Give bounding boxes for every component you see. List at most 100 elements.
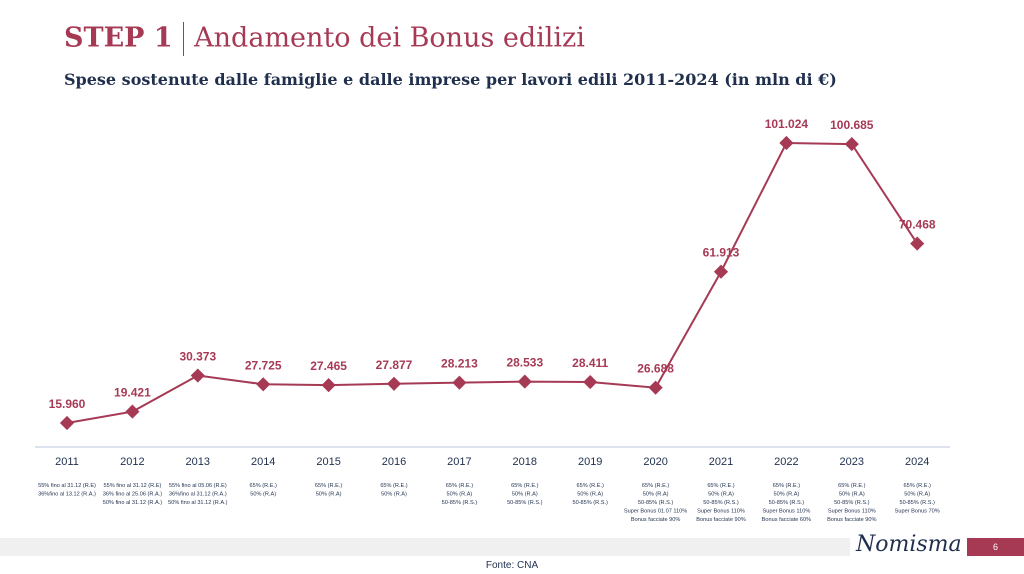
bonus-note: 50-85% (R.S.) [899,500,935,506]
x-tick-label: 2013 [186,456,210,468]
bonus-note: 65% (R.E.) [315,483,342,489]
bonus-note: 65% (R.E.) [446,483,473,489]
data-point [452,375,467,390]
bonus-note: 50% fino al 31.12 (R.A.) [168,500,228,506]
data-point [910,236,925,251]
data-label: 27.877 [376,358,413,372]
x-tick-label: 2019 [578,456,602,468]
chart-subtitle: Spese sostenute dalle famiglie e dalle i… [64,70,837,89]
x-tick-label: 2017 [447,456,471,468]
bonus-note: 65% (R.E.) [707,483,734,489]
data-label: 26.688 [637,362,674,376]
data-label: 101.024 [765,117,809,131]
bonus-note: 50% (R.A) [773,492,799,498]
x-tick-label: 2024 [905,456,929,468]
bonus-note: 65% (R.E.) [642,483,669,489]
bonus-note: 50% (R.A) [643,492,669,498]
bonus-note: 36% fino al 25.06 (R.A.) [103,492,163,498]
bonus-note: 50% (R.A) [316,492,342,498]
data-point [583,374,598,390]
bonus-note: 50-85% (R.S.) [703,500,739,506]
bonus-note: 36%fino al 13.12 (R.A.) [38,492,96,498]
line-chart: 15.960 2011 55% fino al 31.12 (R.E) 36%fino… [35,117,950,523]
x-tick-label: 2020 [643,456,667,468]
bonus-note: Super Bonus 110% [697,509,745,515]
data-label: 15.960 [49,397,86,411]
data-point [648,380,663,395]
bonus-note: 50% fino al 31.12 (R.A.) [103,500,163,506]
bonus-note: 50% (R.A) [839,492,865,498]
bonus-note: 50% (R.A) [904,492,930,498]
source-note: Fonte: CNA [485,560,539,571]
bonus-note: Bonus facciate 90% [827,517,876,523]
bonus-note: 50% (R.A) [446,492,472,498]
data-point [125,404,140,419]
data-point [59,415,75,431]
bonus-note: Bonus facciate 60% [762,517,811,523]
data-label: 70.468 [899,218,936,232]
data-point [256,377,271,392]
bonus-note: 65% (R.E.) [773,483,800,489]
x-tick-label: 2015 [316,456,340,468]
data-point [190,368,205,383]
bonus-note: 50% (R.A) [381,492,407,498]
data-point [517,374,532,389]
data-point [779,135,794,151]
page-title: STEP 1 Andamento dei Bonus edilizi [64,22,585,56]
bonus-note: 36%fino al 31.12 (R.A.) [169,492,227,498]
bonus-note: 50% (R.A) [708,492,734,498]
bonus-note: 50-85% (R.S.) [442,500,478,506]
bonus-note: Bonus facciate 90% [696,517,745,523]
bonus-note: 65% (R.E.) [380,483,407,489]
x-tick-label: 2012 [120,456,144,468]
bonus-note: 50-85% (R.S.) [572,500,608,506]
data-point [844,137,859,152]
bonus-note: Super Bonus 01.07 110% [624,509,687,515]
x-tick-label: 2018 [513,456,537,468]
bonus-note: 50% (R.A) [512,492,538,498]
bonus-note: 65% (R.E.) [904,483,931,489]
bonus-note: 50-85% (R.S.) [638,500,674,506]
bonus-note: Super Bonus 110% [763,509,811,515]
data-label: 30.373 [179,350,216,364]
data-point [713,264,729,279]
x-tick-label: 2016 [382,456,406,468]
title-divider [182,22,185,56]
x-tick-label: 2022 [774,456,798,468]
data-label: 28.213 [441,357,478,371]
data-label: 27.725 [245,358,282,372]
page-number: 6 [967,538,1024,556]
data-label: 28.411 [572,356,608,370]
title-text: Andamento dei Bonus edilizi [194,22,585,54]
bonus-note: 50-85% (R.S.) [507,500,543,506]
bonus-note: Super Bonus 110% [828,509,876,515]
bonus-note: 55% fino al 31.12 (R.E) [38,483,96,489]
bonus-note: 55% fino al 05.06 (R.E) [169,483,227,489]
data-label: 28.533 [506,356,543,370]
bonus-note: Super Bonus 70% [895,509,940,515]
series-line [66,141,919,424]
footer-band [0,538,1024,556]
bonus-note: 50-85% (R.S.) [834,500,870,506]
data-label: 100.685 [830,118,874,132]
bonus-note: 50% (R.A) [577,492,603,498]
data-point [321,378,336,393]
x-tick-label: 2011 [55,456,79,468]
data-label: 27.465 [310,359,347,373]
nomisma-logo: Nomisma [850,532,968,557]
x-tick-label: 2021 [709,456,733,468]
bonus-note: 65% (R.E.) [838,483,865,489]
bonus-note: 65% (R.E.) [511,483,538,489]
data-label: 19.421 [114,386,151,400]
x-tick-label: 2014 [251,456,275,468]
data-label: 61.913 [703,246,740,260]
bonus-note: 65% (R.E.) [250,483,277,489]
bonus-note: 55% fino al 31.12 (R.E) [103,483,161,489]
bonus-note: 50% (R.A) [250,492,276,498]
bonus-note: Bonus facciate 90% [631,517,680,523]
bonus-note: 50-85% (R.S.) [769,500,805,506]
data-point [386,376,402,391]
step-label: STEP 1 [64,22,173,54]
bonus-note: 65% (R.E.) [577,483,604,489]
x-tick-label: 2023 [840,456,864,468]
